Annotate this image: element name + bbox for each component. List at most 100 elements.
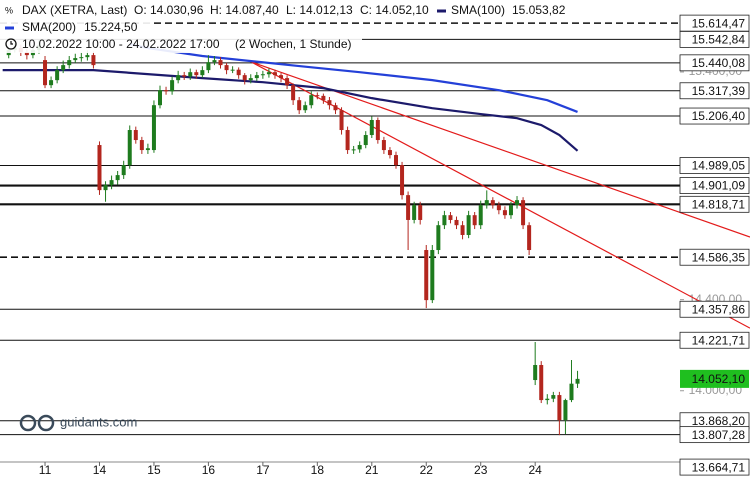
clock-icon bbox=[5, 38, 17, 50]
candle-body bbox=[285, 78, 290, 86]
candle-body bbox=[369, 120, 374, 136]
candle-body bbox=[260, 74, 265, 76]
legend-bg bbox=[0, 36, 362, 53]
candle-body bbox=[194, 72, 199, 76]
candle-body bbox=[279, 75, 284, 79]
level-label: 15.614,47 bbox=[692, 16, 746, 30]
candle-body bbox=[224, 65, 229, 71]
candle-body bbox=[85, 55, 90, 58]
candle-body bbox=[272, 72, 277, 76]
candle-body bbox=[496, 205, 501, 211]
candle-body bbox=[315, 95, 320, 97]
candle-body bbox=[24, 52, 29, 56]
watermark: guidants.com bbox=[19, 414, 137, 432]
level-label: 13.807,28 bbox=[692, 428, 746, 442]
candle-body bbox=[170, 80, 175, 92]
level-label: 14.221,71 bbox=[692, 333, 746, 347]
level-label: 13.868,20 bbox=[692, 414, 746, 428]
candle-body bbox=[115, 175, 120, 181]
candle-body bbox=[345, 130, 350, 151]
candle-body bbox=[557, 395, 562, 421]
date-range: 10.02.2022 10:00 - 24.02.2022 17:00 bbox=[22, 37, 220, 51]
x-tick-label: 21 bbox=[365, 463, 379, 477]
level-label-box bbox=[679, 177, 750, 194]
candle-body bbox=[176, 75, 181, 81]
x-tick-label: 16 bbox=[202, 463, 216, 477]
candle-body bbox=[164, 90, 169, 92]
candle-body bbox=[387, 150, 392, 156]
candle-body bbox=[91, 55, 96, 66]
candle-body bbox=[43, 60, 48, 86]
level-label: 14.357,86 bbox=[692, 302, 746, 316]
candle-body bbox=[454, 219, 459, 226]
ohlc: H: 14.087,40 bbox=[210, 3, 279, 17]
candle-body bbox=[381, 140, 386, 151]
candle-body bbox=[478, 205, 483, 226]
candle-body bbox=[466, 215, 471, 235]
level-label-box bbox=[679, 82, 750, 100]
level-label: 13.664,71 bbox=[692, 460, 746, 474]
level-label: 15.440,08 bbox=[692, 56, 746, 70]
last-price-label: 14.052,10 bbox=[692, 372, 746, 386]
candle-body bbox=[145, 148, 150, 151]
candle-body bbox=[309, 95, 314, 106]
level-label: 14.818,71 bbox=[692, 197, 746, 211]
candle-body bbox=[327, 100, 332, 106]
candle-body bbox=[133, 130, 138, 141]
candle-body bbox=[67, 60, 72, 66]
logo bbox=[37, 414, 55, 432]
candle-body bbox=[55, 70, 60, 81]
candle-body bbox=[321, 95, 326, 101]
candle-body bbox=[127, 130, 132, 166]
level-label-box bbox=[679, 331, 750, 349]
level-label-box bbox=[679, 426, 750, 444]
instrument: DAX (XETRA, Last) bbox=[22, 3, 127, 17]
candle-body bbox=[412, 205, 417, 220]
candle-body bbox=[424, 250, 429, 301]
ohlc: O: 14.030,96 bbox=[134, 3, 204, 17]
ohlc: C: 14.052,10 bbox=[360, 3, 429, 17]
candle-body bbox=[254, 75, 259, 79]
level-label: 14.989,05 bbox=[692, 159, 746, 173]
candle-body bbox=[230, 69, 235, 71]
candle-body bbox=[188, 72, 193, 77]
candle-body bbox=[97, 145, 102, 191]
legend-value: 15.053,82 bbox=[512, 3, 566, 17]
candle-body bbox=[357, 145, 362, 150]
level-label: 15.206,40 bbox=[692, 109, 746, 123]
plot-front: 15.614,47 15.542,84 15.440,08 15.317,39 15.2… bbox=[679, 14, 750, 476]
candle-body bbox=[303, 105, 308, 111]
level-label-box bbox=[679, 54, 750, 72]
candle-body bbox=[206, 62, 211, 71]
candle-body bbox=[212, 60, 217, 63]
candle-body bbox=[545, 398, 550, 401]
candle-body bbox=[61, 65, 66, 71]
plot-marks bbox=[2, 40, 750, 436]
level-label: 14.901,09 bbox=[692, 179, 746, 193]
candle-body bbox=[406, 195, 411, 220]
level-label: 15.542,84 bbox=[692, 33, 746, 47]
candle-body bbox=[472, 215, 477, 226]
candle-body bbox=[157, 90, 162, 106]
candle-body bbox=[121, 165, 126, 176]
candle-body bbox=[351, 149, 356, 151]
candle-body bbox=[551, 395, 556, 399]
candle-body bbox=[533, 365, 538, 381]
x-tick-label: 11 bbox=[39, 463, 52, 477]
candle-body bbox=[375, 120, 380, 141]
candle-body bbox=[436, 225, 441, 251]
chart-icon: % bbox=[5, 5, 13, 15]
candle-body bbox=[539, 365, 544, 401]
level-label-box bbox=[679, 300, 750, 318]
level-label-box bbox=[679, 248, 750, 266]
candle-body bbox=[266, 72, 271, 75]
level-label-box bbox=[679, 195, 750, 213]
candle-body bbox=[569, 383, 574, 401]
interval: (2 Wochen, 1 Stunde) bbox=[235, 37, 352, 51]
candle-body bbox=[400, 165, 405, 196]
level-label-box bbox=[679, 107, 750, 125]
candle-body bbox=[508, 205, 513, 216]
candle-body bbox=[333, 105, 338, 111]
candle-body bbox=[49, 80, 54, 86]
candle-body bbox=[515, 200, 520, 206]
